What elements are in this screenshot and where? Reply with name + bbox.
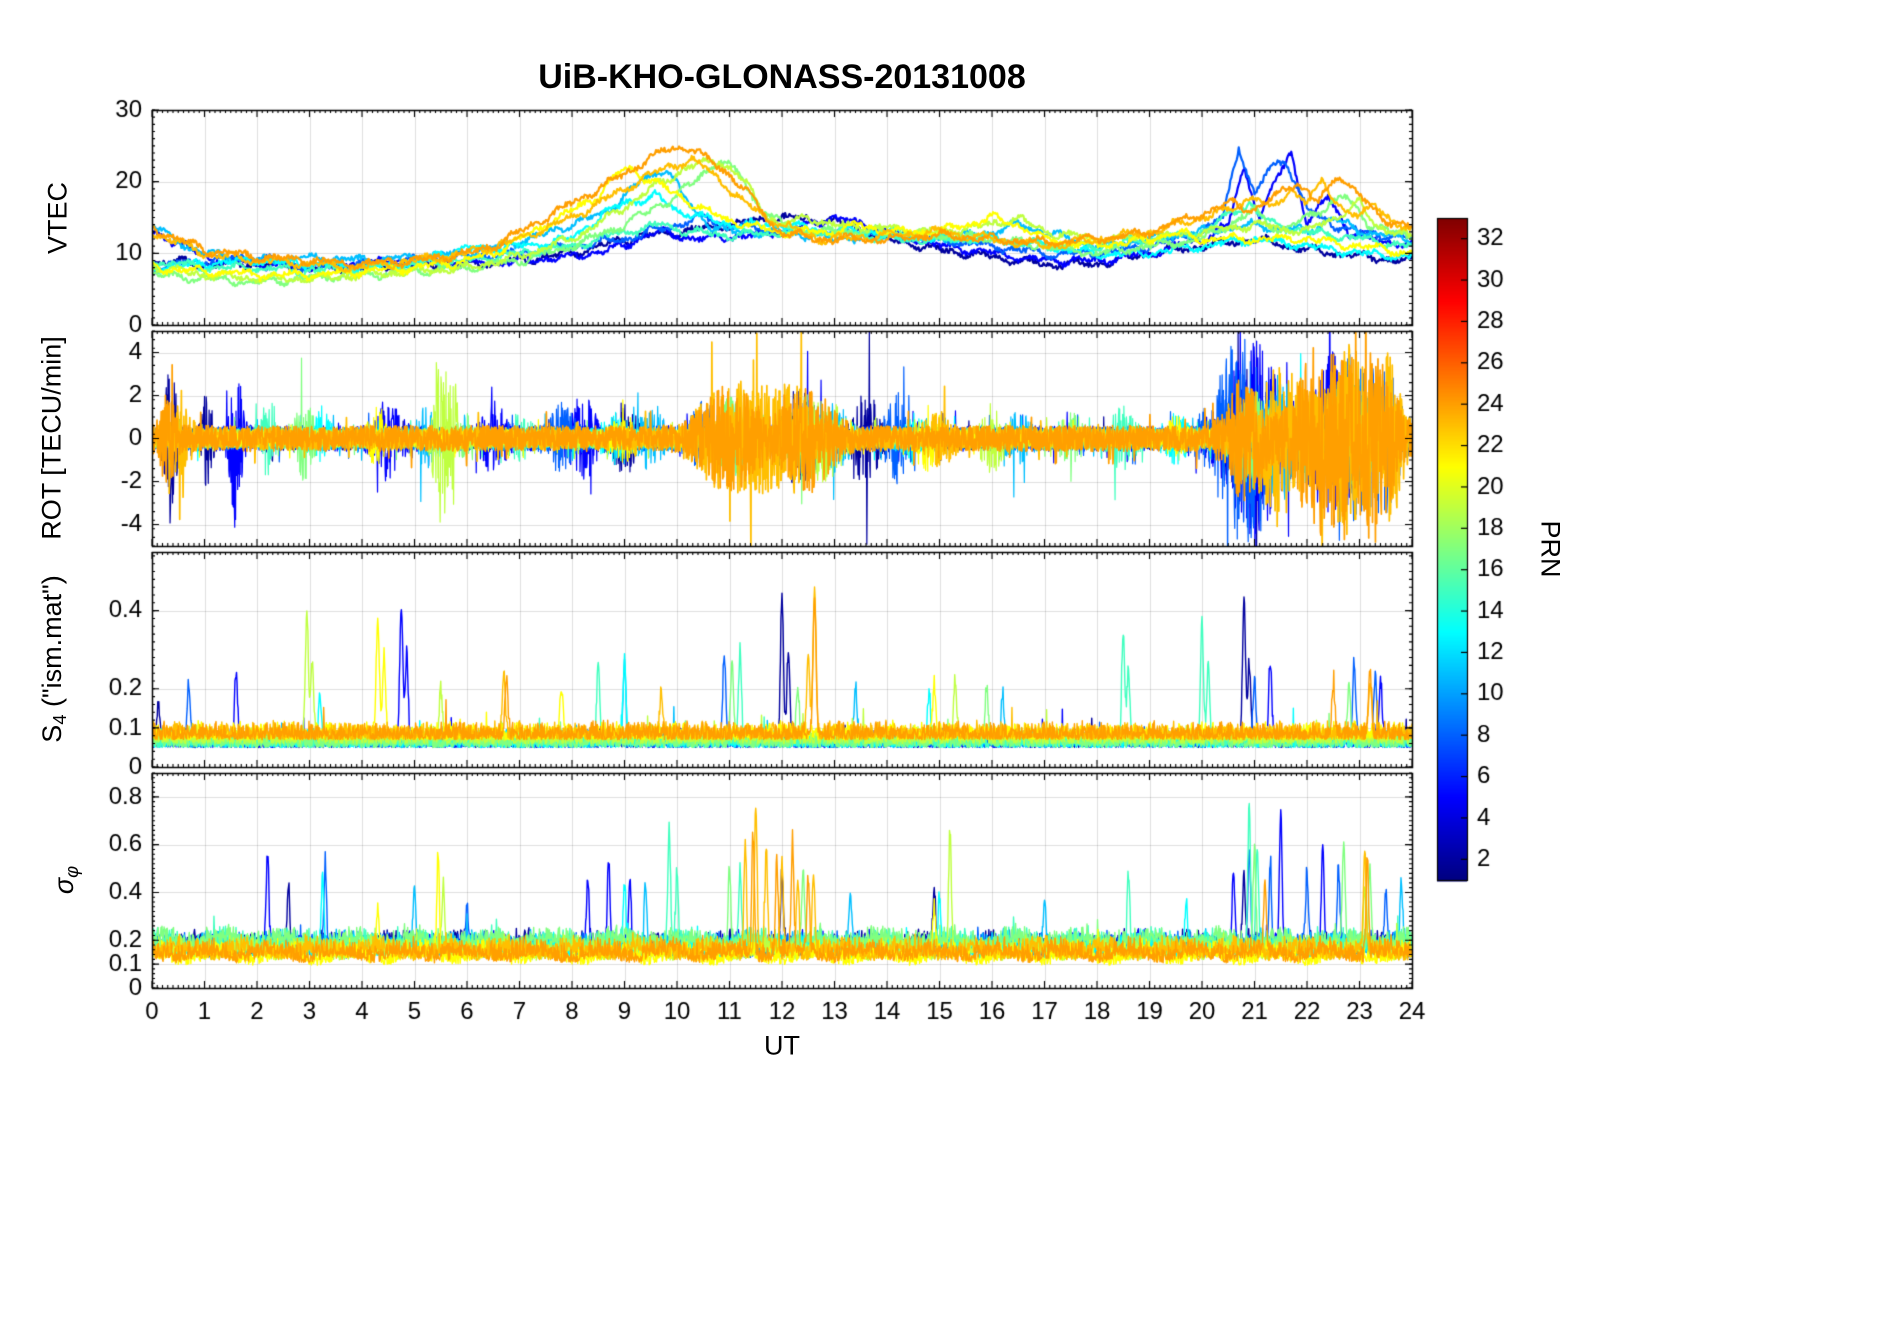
chart-title: UiB-KHO-GLONASS-20131008 [538,58,1026,96]
